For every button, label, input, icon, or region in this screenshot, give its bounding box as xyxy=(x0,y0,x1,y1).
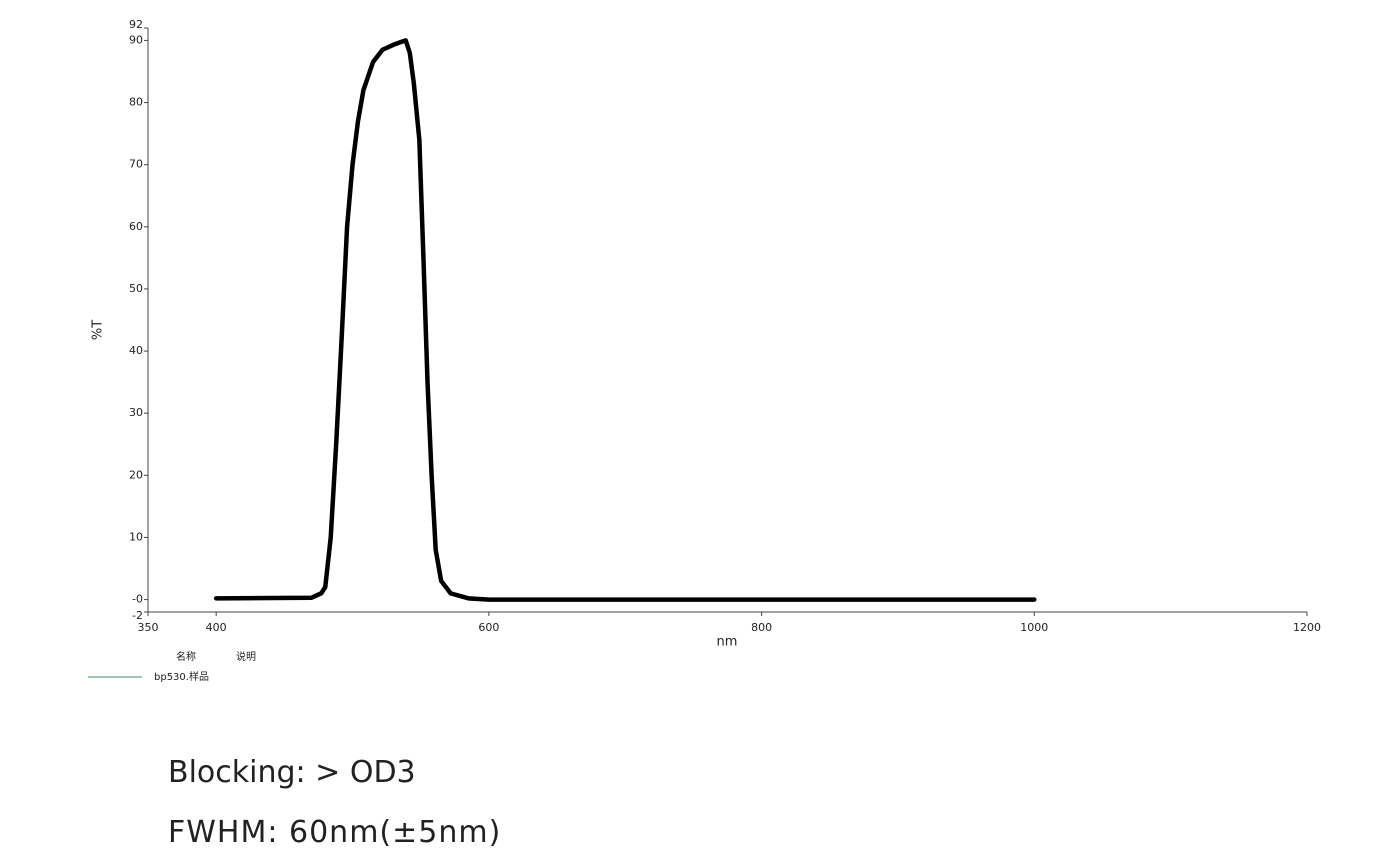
y-tick-label: 80 xyxy=(129,96,143,109)
x-tick-label: 600 xyxy=(478,621,499,634)
y-tick-label: -2 xyxy=(132,609,143,622)
y-tick-label: 92 xyxy=(129,18,143,31)
x-tick-label: 400 xyxy=(206,621,227,634)
legend-label: bp530.样品 xyxy=(154,670,209,683)
y-tick-label: -0 xyxy=(132,593,143,606)
chart: nm %T 名称 说明 bp530.样品 -2 -0 10 20 30 40 50 60 70 8… xyxy=(88,18,1321,683)
y-tick-label: 40 xyxy=(129,344,143,357)
y-tick-label: 60 xyxy=(129,220,143,233)
y-tick-label: 70 xyxy=(129,158,143,171)
y-tick-label: 30 xyxy=(129,406,143,419)
y-tick-label: 90 xyxy=(129,33,143,46)
legend-header: 名称 xyxy=(176,650,196,663)
legend-header: 说明 xyxy=(236,650,256,663)
x-tick-label: 1200 xyxy=(1293,621,1321,634)
x-tick-label: 1000 xyxy=(1020,621,1048,634)
note: FWHM: 60nm(±5nm) xyxy=(168,815,502,850)
series-line xyxy=(213,38,1037,602)
x-tick-label: 350 xyxy=(138,621,159,634)
y-tick-label: 50 xyxy=(129,282,143,295)
note: Blocking: > OD3 xyxy=(168,755,416,790)
x-axis-label: nm xyxy=(717,635,738,650)
y-tick-label: 10 xyxy=(129,530,143,543)
x-tick-label: 800 xyxy=(751,621,772,634)
y-tick-label: 20 xyxy=(129,468,143,481)
y-axis-label: %T xyxy=(91,320,106,340)
